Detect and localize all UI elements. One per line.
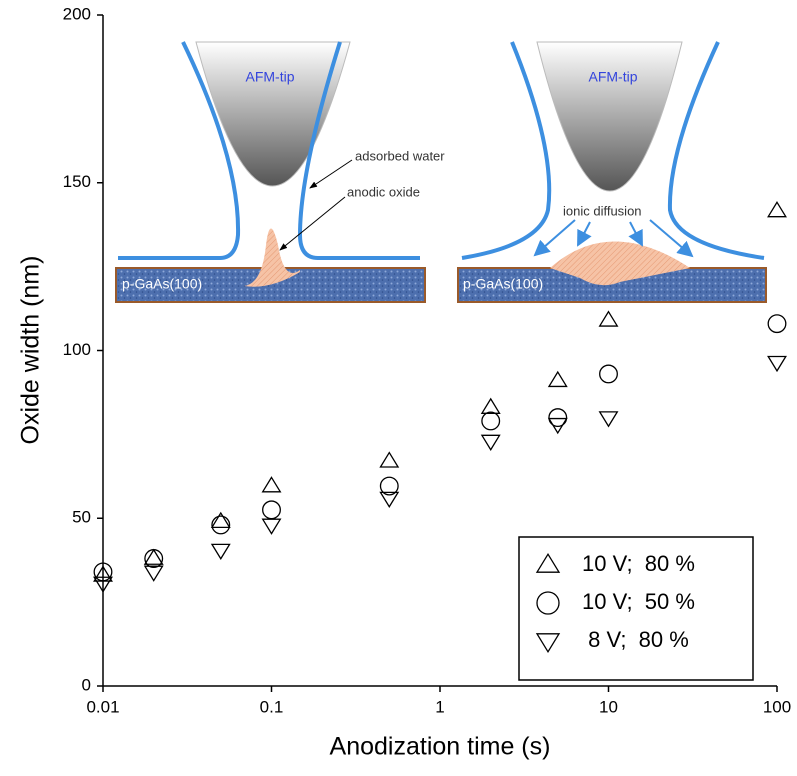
annotation: adsorbed water: [355, 148, 445, 163]
point: [379, 476, 399, 496]
x-tick-label: 100: [763, 697, 791, 716]
annotation: AFM-tip: [246, 69, 295, 85]
point: [599, 364, 618, 384]
y-tick-label: 100: [63, 340, 91, 359]
inset-right: [457, 41, 767, 303]
x-axis-label: Anodization time (s): [330, 733, 551, 761]
inset-left: [115, 41, 426, 303]
legend-marker: [535, 633, 561, 654]
x-tick-label: 10: [599, 697, 618, 716]
legend-label: 10 V; 80 %: [582, 551, 695, 576]
point: [767, 201, 787, 218]
point: [379, 491, 400, 509]
annotation: p-GaAs(100): [463, 276, 543, 292]
annotation: anodic oxide: [347, 184, 420, 199]
point: [211, 515, 231, 535]
point: [379, 451, 400, 468]
y-tick-label: 0: [82, 675, 91, 694]
point: [144, 549, 164, 568]
point: [767, 355, 787, 373]
point: [547, 417, 568, 435]
point: [480, 434, 501, 451]
point: [143, 548, 164, 565]
point: [261, 476, 282, 493]
point: [598, 411, 619, 428]
point: [143, 565, 164, 582]
y-tick-label: 50: [72, 508, 91, 527]
point: [767, 314, 787, 334]
point: [210, 511, 231, 529]
y-tick-label: 200: [63, 4, 91, 23]
annotation: ionic diffusion: [563, 203, 642, 218]
point: [548, 408, 568, 428]
annotation: p-GaAs(100): [122, 276, 202, 292]
point: [93, 562, 113, 582]
legend-label: 8 V; 80 %: [582, 627, 689, 652]
x-tick-label: 0.1: [260, 697, 284, 716]
point: [481, 411, 501, 431]
y-tick-label: 150: [63, 172, 91, 191]
point: [93, 576, 113, 593]
x-tick-label: 0.01: [86, 697, 119, 716]
point: [210, 543, 231, 561]
point: [598, 310, 619, 327]
x-tick-label: 1: [435, 697, 444, 716]
point: [261, 518, 282, 535]
legend-marker: [535, 552, 561, 573]
point: [480, 397, 501, 414]
y-axis-label: Oxide width (nm): [17, 256, 45, 445]
point: [547, 370, 568, 388]
legend-marker: [536, 591, 560, 615]
point: [262, 500, 281, 520]
annotation: AFM-tip: [589, 69, 638, 85]
legend-label: 10 V; 50 %: [582, 589, 695, 614]
